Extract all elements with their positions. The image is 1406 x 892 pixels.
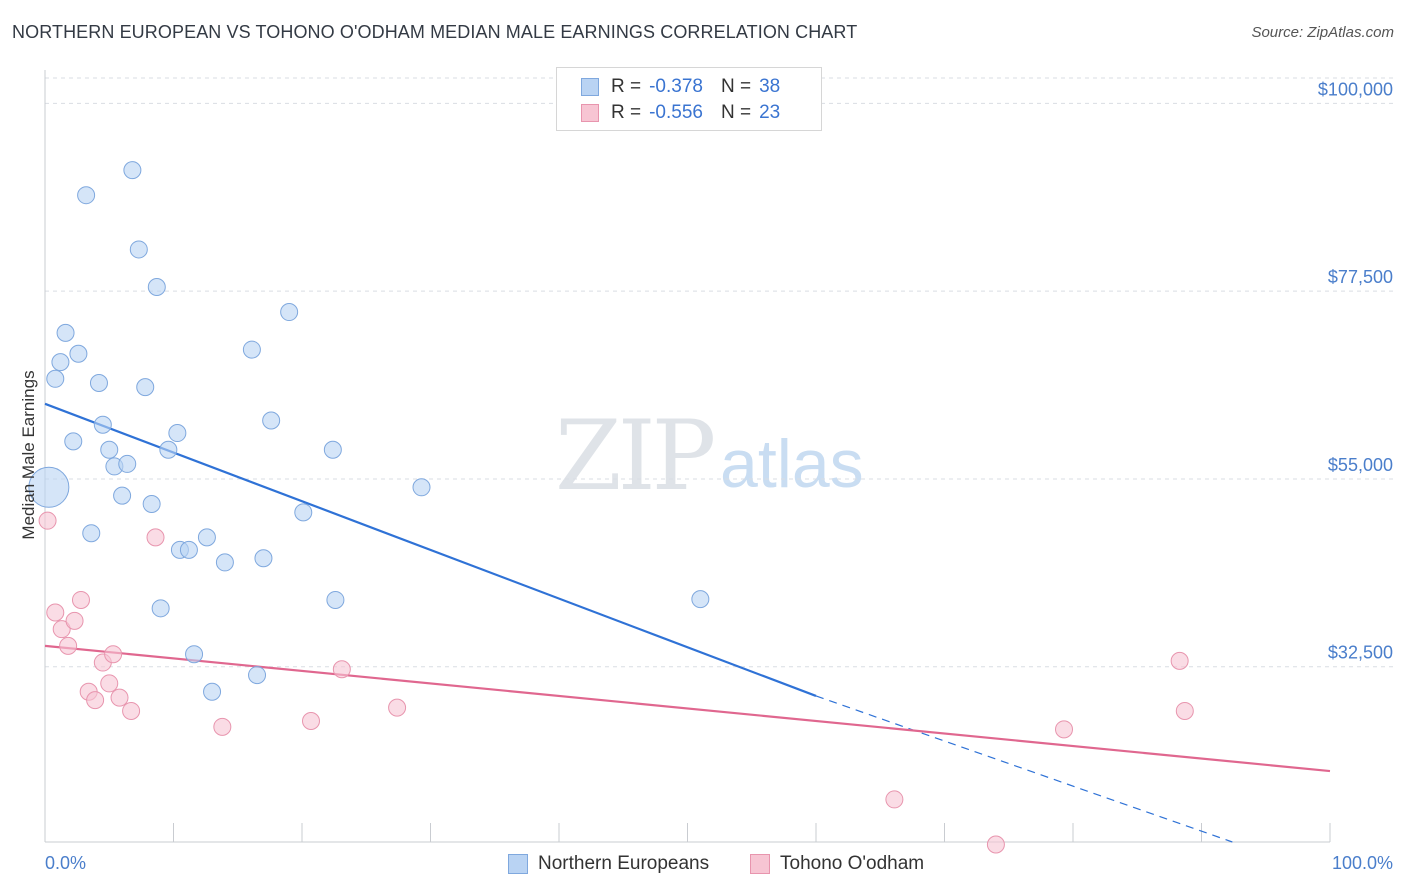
tohono-oodham-point bbox=[122, 701, 141, 720]
tohono-oodham-point bbox=[1055, 720, 1074, 739]
northern-europeans-point bbox=[280, 303, 299, 322]
northern-europeans-point bbox=[151, 599, 170, 618]
northern-europeans-point bbox=[89, 373, 108, 392]
northern-europeans-point bbox=[147, 277, 166, 296]
gridlines bbox=[45, 77, 1395, 668]
northern-europeans-point bbox=[113, 486, 132, 505]
legend-swatch-pink bbox=[581, 104, 599, 122]
northern-europeans-point bbox=[326, 590, 345, 609]
northern-europeans-point bbox=[203, 682, 222, 701]
northern-europeans-point bbox=[82, 524, 101, 543]
northern-europeans-point bbox=[159, 440, 178, 459]
tohono-oodham-point bbox=[1170, 651, 1189, 670]
legend-n-value: 23 bbox=[759, 102, 781, 123]
northern-europeans-point bbox=[215, 553, 234, 572]
tohono-oodham-point bbox=[104, 645, 123, 664]
watermark-zip: ZIP bbox=[555, 400, 716, 512]
axes bbox=[44, 70, 1331, 843]
axis-labels: $32,500 $55,000 $77,500 $100,000 0.0% 100.0% M… bbox=[19, 79, 1393, 873]
tohono-oodham-point bbox=[46, 603, 65, 622]
tohono-oodham-point bbox=[301, 711, 320, 730]
bottom-legend-label: Northern Europeans bbox=[538, 853, 710, 874]
northern-europeans-point bbox=[93, 415, 112, 434]
legend-swatch-blue bbox=[581, 78, 599, 96]
legend-r-label: R = bbox=[611, 76, 642, 97]
tohono-oodham-point bbox=[59, 636, 78, 655]
tohono-oodham-trend-line bbox=[44, 644, 1331, 773]
tohono-oodham-point bbox=[332, 660, 351, 679]
tohono-oodham-point bbox=[110, 688, 129, 707]
legend-n-label: N = bbox=[720, 102, 752, 123]
bottom-legend-swatch-blue bbox=[508, 854, 528, 874]
northern-europeans-point bbox=[412, 478, 431, 497]
tohono-oodham-point bbox=[1175, 701, 1194, 720]
tohono-oodham-point bbox=[213, 717, 232, 736]
northern-europeans-point bbox=[323, 440, 342, 459]
northern-europeans-point bbox=[168, 424, 187, 443]
legend-n-label: N = bbox=[720, 76, 752, 97]
legend-r-label: R = bbox=[611, 102, 642, 123]
northern-europeans-point bbox=[197, 528, 216, 547]
tohono-oodham-point bbox=[100, 674, 119, 693]
northern-europeans-point bbox=[262, 411, 281, 430]
northern-europeans-point bbox=[56, 323, 75, 342]
legend-n-value: 38 bbox=[759, 76, 781, 97]
bottom-legend-swatch-pink bbox=[750, 854, 770, 874]
tohono-oodham-point bbox=[885, 790, 904, 809]
northern-europeans-point bbox=[248, 666, 267, 685]
y-axis-label: Median Male Earnings bbox=[19, 370, 38, 539]
x-tick-label: 100.0% bbox=[1332, 853, 1393, 873]
bottom-legend-label: Tohono O'odham bbox=[780, 853, 925, 874]
y-tick-label: $77,500 bbox=[1328, 267, 1393, 287]
northern-europeans-point bbox=[136, 378, 155, 397]
northern-europeans-point bbox=[69, 344, 88, 363]
northern-europeans-point bbox=[294, 503, 313, 522]
data-points bbox=[28, 161, 1194, 854]
northern-europeans-point bbox=[28, 466, 70, 508]
correlation-legend: R = -0.378 N = 38 R = -0.556 N = 23 bbox=[556, 67, 822, 131]
trend-lines bbox=[44, 402, 1331, 843]
tohono-oodham-point bbox=[986, 835, 1005, 854]
northern-europeans-point bbox=[46, 369, 65, 388]
northern-europeans-trend-extension bbox=[815, 695, 1233, 843]
x-tick-label: 0.0% bbox=[45, 853, 86, 873]
northern-europeans-point bbox=[254, 549, 273, 568]
y-tick-label: $55,000 bbox=[1328, 455, 1393, 475]
northern-europeans-point bbox=[118, 454, 137, 473]
legend-row-tohono-oodham: R = -0.556 N = 23 bbox=[581, 100, 780, 126]
tohono-oodham-point bbox=[52, 620, 71, 639]
source-label: Source: ZipAtlas.com bbox=[1251, 24, 1394, 41]
tohono-oodham-point bbox=[71, 590, 90, 609]
tohono-oodham-point bbox=[388, 698, 407, 717]
northern-europeans-point bbox=[691, 590, 710, 609]
tohono-oodham-point bbox=[146, 528, 165, 547]
chart-title: NORTHERN EUROPEAN VS TOHONO O'ODHAM MEDI… bbox=[12, 22, 858, 42]
northern-europeans-point bbox=[100, 440, 119, 459]
northern-europeans-point bbox=[77, 186, 96, 205]
legend-r-value: -0.378 bbox=[649, 76, 703, 97]
northern-europeans-point bbox=[129, 240, 148, 259]
legend-r-value: -0.556 bbox=[649, 102, 703, 123]
northern-europeans-point bbox=[185, 645, 204, 664]
northern-europeans-point bbox=[51, 353, 70, 372]
watermark-atlas: atlas bbox=[720, 426, 864, 502]
northern-europeans-point bbox=[142, 494, 161, 513]
y-tick-label: $100,000 bbox=[1318, 79, 1393, 99]
tohono-oodham-point bbox=[86, 691, 105, 710]
tohono-oodham-point bbox=[38, 511, 57, 530]
northern-europeans-point bbox=[179, 540, 198, 559]
y-tick-label: $32,500 bbox=[1328, 643, 1393, 663]
northern-europeans-point bbox=[123, 161, 142, 180]
bottom-legend-northern-europeans: Northern Europeans bbox=[508, 852, 709, 876]
northern-europeans-point bbox=[242, 340, 261, 359]
northern-europeans-point bbox=[64, 432, 83, 451]
bottom-legend-tohono-oodham: Tohono O'odham bbox=[750, 852, 924, 876]
tohono-oodham-point bbox=[65, 611, 84, 630]
legend-row-northern-europeans: R = -0.378 N = 38 bbox=[581, 74, 780, 100]
